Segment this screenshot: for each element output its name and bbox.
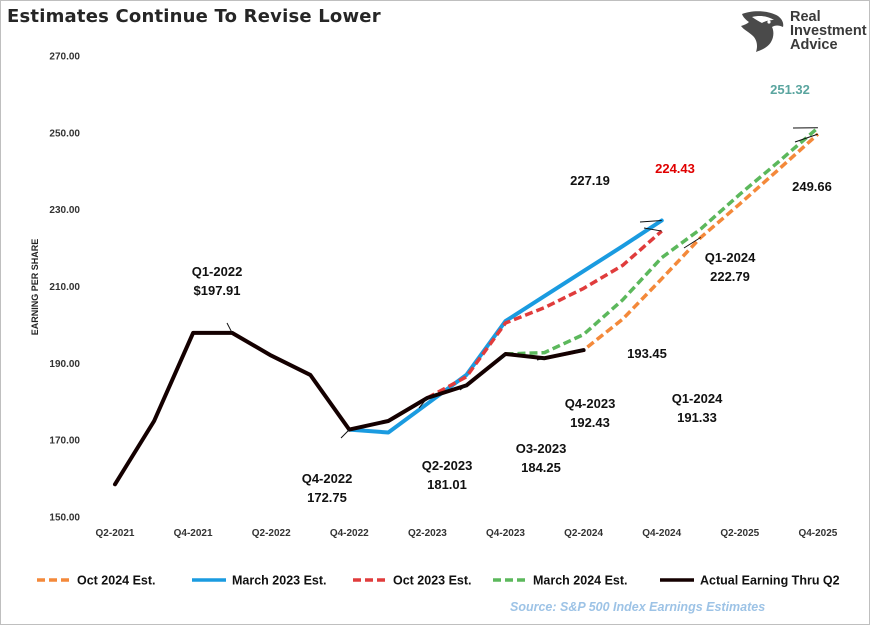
annotation-q4-2023-line-2: 192.43 — [570, 415, 610, 430]
x-tick-label: Q4-2023 — [486, 528, 525, 539]
series-line-oct-2023-est — [426, 229, 663, 400]
annotation-leader — [574, 349, 584, 353]
legend-label: March 2024 Est. — [533, 574, 628, 588]
series-line-actual-earning-thru-q2 — [113, 330, 586, 487]
annotation-leader — [226, 322, 233, 334]
y-tick-label: 270.00 — [49, 52, 80, 63]
annotation-q1-2024-oct2024-line-1: Q1-2024 — [705, 250, 756, 265]
series-line-march-2024-est — [505, 126, 820, 356]
annotation-q1-2024-oct2024-line-2: 222.79 — [710, 269, 750, 284]
annotation-leader — [794, 133, 819, 143]
y-tick-label: 210.00 — [49, 282, 80, 293]
annotation-q2-2023-line-2: 181.01 — [427, 477, 467, 492]
annotation-leader — [536, 357, 545, 361]
annotation-march2024-end-line-1: 251.32 — [770, 82, 810, 97]
annotation-leader — [418, 397, 428, 409]
logo-line-3: Advice — [790, 37, 838, 53]
y-axis-title: EARNING PER SHARE — [30, 239, 40, 336]
annotation-q1-2022-line-1: Q1-2022 — [192, 264, 243, 279]
y-tick-label: 170.00 — [49, 436, 80, 447]
x-tick-label: Q4-2021 — [174, 528, 213, 539]
annotation-q3-2023-line-2: 184.25 — [521, 460, 561, 475]
source-note: Source: S&P 500 Index Earnings Estimates — [510, 600, 766, 614]
x-tick-label: Q2-2024 — [564, 528, 603, 539]
annotation-leader — [683, 236, 702, 249]
x-tick-label: Q4-2024 — [642, 528, 681, 539]
annotation-q1-2024-actual-line-2: 191.33 — [677, 410, 717, 425]
x-tick-label: Q2-2022 — [252, 528, 291, 539]
brand-logo: Real Investment Advice — [738, 6, 867, 56]
chart-legend: Oct 2024 Est. March 2023 Est. Oct 2023 Est… — [37, 574, 840, 588]
legend-label: March 2023 Est. — [232, 574, 327, 588]
x-tick-label: Q2-2021 — [96, 528, 135, 539]
annotation-q4-2022-line-2: 172.75 — [307, 490, 347, 505]
eagle-head-icon — [741, 11, 784, 52]
annotation-leader — [340, 429, 350, 439]
annotation-q1-2022-line-2: $197.91 — [194, 283, 241, 298]
annotation-leader — [643, 227, 662, 232]
x-tick-label: Q2-2023 — [408, 528, 447, 539]
x-tick-label: Q2-2025 — [720, 528, 759, 539]
legend-label: Oct 2024 Est. — [77, 574, 156, 588]
annotation-oct2023-end-line-1: 224.43 — [655, 161, 695, 176]
y-tick-label: 230.00 — [49, 205, 80, 216]
x-tick-label: Q4-2022 — [330, 528, 369, 539]
annotation-q2-2024-actual-line-1: 193.45 — [627, 346, 667, 361]
chart-series — [113, 126, 820, 487]
logo-line-1: Real — [790, 9, 821, 25]
annotation-oct2024-end-line-1: 249.66 — [792, 179, 832, 194]
annotation-q3-2023-line-1: O3-2023 — [516, 441, 567, 456]
annotation-q4-2023-line-1: Q4-2023 — [565, 396, 616, 411]
legend-label: Actual Earning Thru Q2 — [700, 574, 840, 588]
chart-title: Estimates Continue To Revise Lower — [7, 6, 381, 27]
legend-label: Oct 2023 Est. — [393, 574, 472, 588]
annotation-q1-2024-actual-line-1: Q1-2024 — [672, 391, 723, 406]
y-tick-label: 250.00 — [49, 128, 80, 139]
annotation-leader — [639, 219, 662, 223]
chart-annotations: Q1-2022 $197.91 Q4-2022 172.75 Q2-2023 181.01… — [192, 82, 832, 505]
y-tick-label: 190.00 — [49, 359, 80, 370]
annotation-q4-2022-line-1: Q4-2022 — [302, 471, 353, 486]
chart-axes: EARNING PER SHARE 150.00 170.00 190.00 210.0… — [30, 52, 838, 540]
logo-line-2: Investment — [790, 23, 867, 39]
annotation-q2-2023-line-1: Q2-2023 — [422, 458, 473, 473]
annotation-march2023-end-line-1: 227.19 — [570, 173, 610, 188]
y-tick-label: 150.00 — [49, 513, 80, 524]
annotation-leader — [499, 353, 506, 361]
series-line-march-2023-est — [347, 218, 664, 435]
annotation-leader — [459, 385, 467, 391]
x-tick-label: Q4-2025 — [798, 528, 837, 539]
